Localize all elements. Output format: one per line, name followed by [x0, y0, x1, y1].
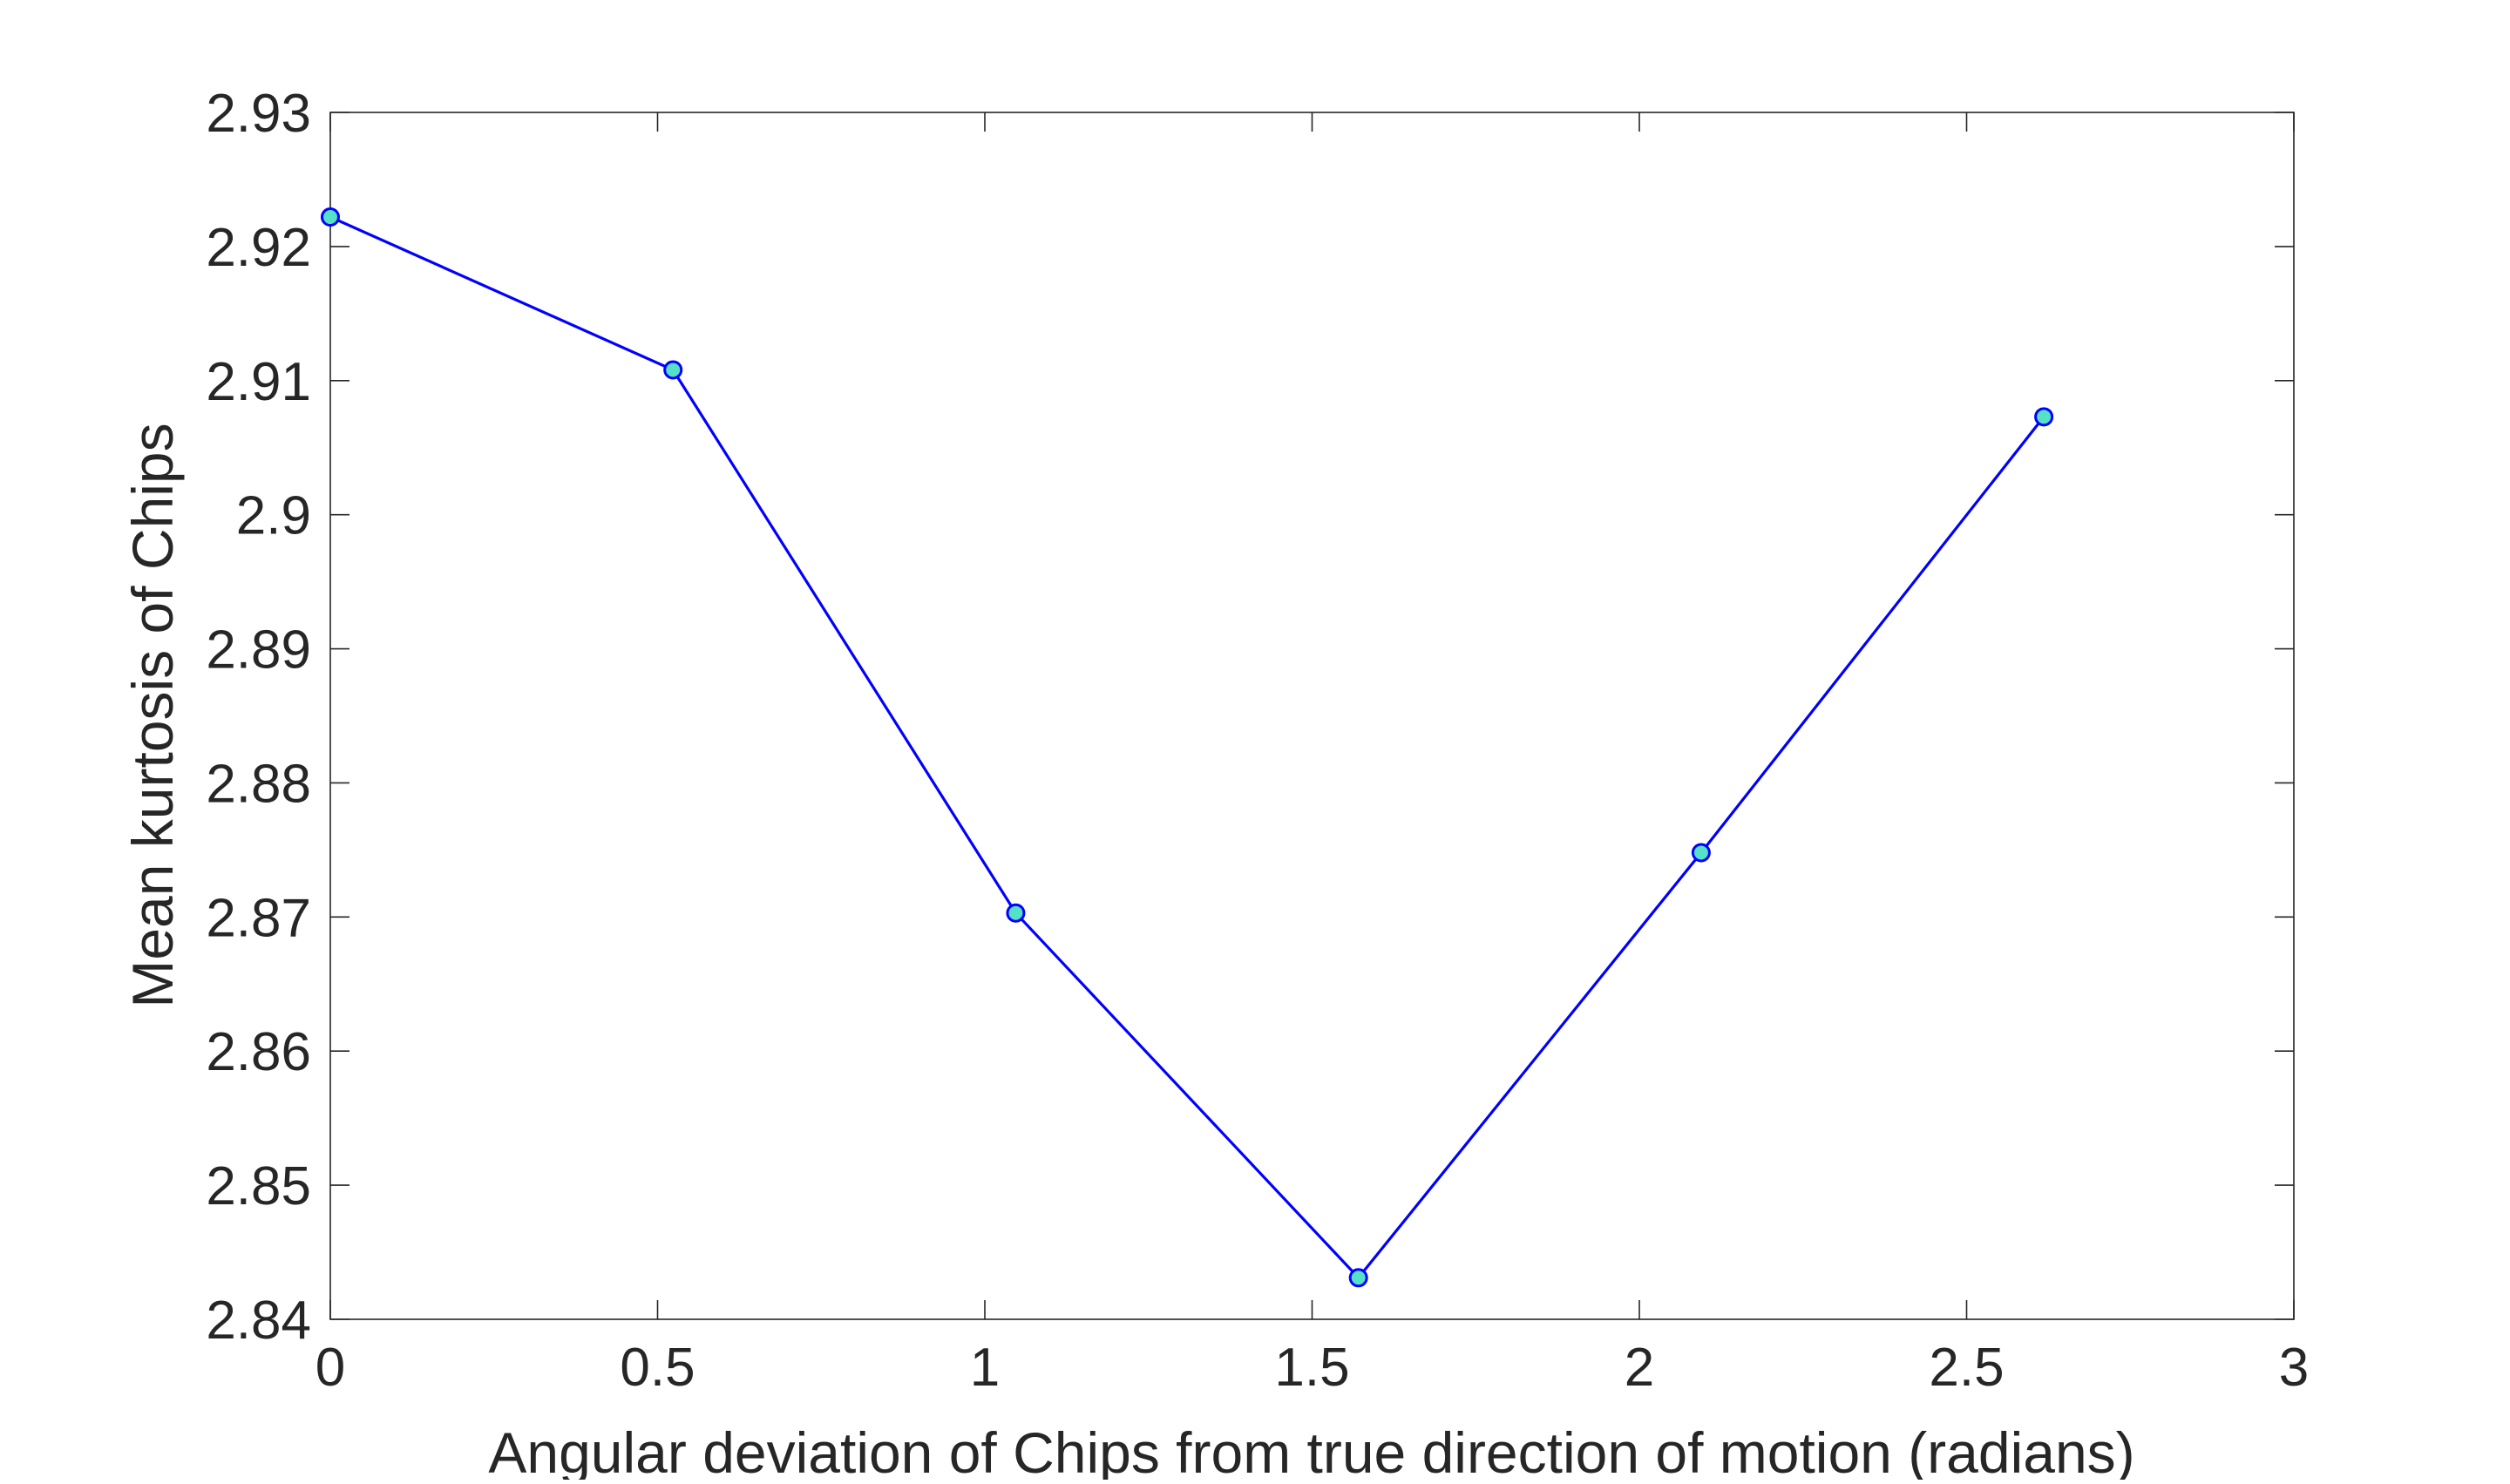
y-tick-label: 2.84	[206, 1291, 311, 1351]
series-line	[329, 215, 2045, 1279]
data-point	[2034, 407, 2054, 427]
y-tick-label: 2.93	[206, 84, 311, 144]
y-tick-label: 2.91	[206, 352, 311, 412]
x-axis-label: Angular deviation of Chips from true dir…	[488, 1420, 2134, 1480]
data-point	[1006, 903, 1026, 923]
plot-area	[329, 112, 2295, 1320]
y-tick-label: 2.87	[206, 888, 311, 948]
y-tick-label: 2.9	[236, 486, 311, 546]
x-tick-label: 1.5	[1274, 1338, 1349, 1398]
y-tick-label: 2.86	[206, 1022, 311, 1082]
y-tick-label: 2.92	[206, 218, 311, 278]
data-point	[321, 207, 340, 227]
x-axis-ticks: 0 0.5 1 1.5 2 2.5 3	[315, 112, 2309, 1398]
x-tick-label: 2.5	[1929, 1338, 2004, 1398]
data-point	[1348, 1268, 1368, 1288]
y-tick-label: 2.88	[206, 754, 311, 814]
data-point	[663, 360, 683, 380]
series-group	[321, 207, 2054, 1288]
x-tick-label: 1	[970, 1338, 1000, 1398]
x-tick-label: 2	[1625, 1338, 1654, 1398]
y-axis-label: Mean kurtosis of Chips	[120, 423, 185, 1007]
y-axis-ticks: 2.84 2.85 2.86 2.87 2.88 2.89 2.9 2.91 2.92 2.93	[206, 84, 2294, 1351]
x-tick-label: 3	[2279, 1338, 2309, 1398]
y-tick-label: 2.85	[206, 1156, 311, 1216]
x-tick-label: 0	[315, 1338, 345, 1398]
data-point	[1691, 843, 1711, 863]
y-tick-label: 2.89	[206, 620, 311, 681]
x-tick-label: 0.5	[620, 1338, 695, 1398]
